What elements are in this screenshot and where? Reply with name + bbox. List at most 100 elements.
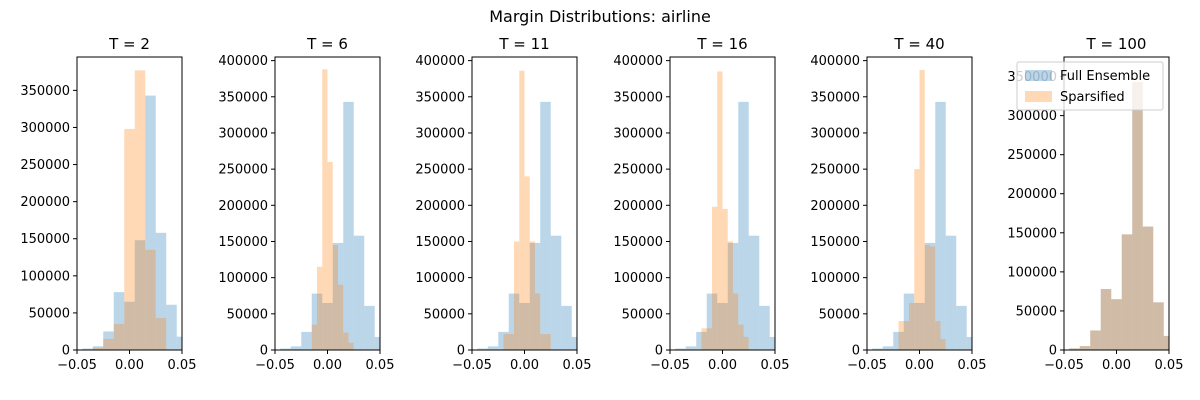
y-tick-label: 250000 (1007, 148, 1057, 163)
full-ensemble-bar (893, 331, 904, 350)
bars-group (1069, 82, 1169, 350)
x-tick-label: 0.00 (115, 358, 144, 373)
sparsified-bar (514, 241, 520, 350)
bars-group (477, 70, 577, 350)
legend-box (1016, 61, 1164, 111)
y-tick-label: 250000 (613, 163, 663, 178)
full-ensemble-bar (1132, 82, 1143, 350)
panel-title: T = 100 (1086, 35, 1147, 53)
panel-1: T = 2 0 50000 100000 150000 200000 250000 30000… (20, 35, 196, 373)
sparsified-bar (909, 302, 915, 350)
x-tick-label: −0.05 (650, 358, 690, 373)
sparsified-bar (919, 70, 925, 350)
full-ensemble-bar (759, 305, 770, 350)
y-tick-label: 350000 (613, 90, 663, 105)
sparsified-bar (743, 336, 749, 350)
full-ensemble-bar (155, 232, 167, 350)
x-tick-label: 0.00 (1102, 358, 1131, 373)
full-ensemble-bar (1163, 335, 1169, 350)
sparsified-bar (914, 169, 920, 350)
x-tick-label: 0.05 (366, 358, 395, 373)
sparsified-bar (524, 176, 530, 350)
full-ensemble-bar (1079, 346, 1091, 350)
sparsified-bar (1079, 346, 1091, 350)
sparsified-bar (940, 339, 946, 350)
y-tick-label: 350000 (415, 90, 465, 105)
full-ensemble-bar (374, 336, 380, 350)
full-ensemble-bar (675, 348, 686, 350)
y-tick-label: 0 (852, 344, 860, 359)
full-ensemble-bar (1153, 302, 1164, 350)
y-tick-label: 50000 (424, 307, 465, 322)
sparsified-bar (1142, 226, 1154, 350)
legend-swatch (1025, 91, 1052, 102)
x-tick-label: 0.00 (510, 358, 539, 373)
bars-group (872, 70, 972, 350)
full-ensemble-bar (1121, 234, 1133, 350)
y-tick-label: 150000 (810, 235, 860, 250)
full-ensemble-bar (301, 331, 312, 350)
full-ensemble-bar (103, 331, 114, 350)
legend-label: Full Ensemble (1060, 69, 1150, 84)
y-tick-label: 200000 (218, 199, 268, 214)
full-ensemble-bar (311, 293, 323, 350)
full-ensemble-bar (124, 301, 135, 350)
y-tick-label: 100000 (415, 271, 465, 286)
sparsified-bar (113, 324, 125, 350)
y-tick-label: 400000 (415, 54, 465, 69)
full-ensemble-bar (353, 235, 365, 350)
y-tick-label: 300000 (613, 126, 663, 141)
sparsified-bar (727, 241, 733, 350)
sparsified-bar (155, 318, 167, 350)
y-tick-label: 200000 (810, 199, 860, 214)
full-ensemble-bar (685, 346, 697, 350)
panel-title: T = 11 (498, 35, 549, 53)
full-ensemble-bar (280, 348, 291, 350)
full-ensemble-bar (519, 302, 530, 350)
sparsified-bar (733, 293, 739, 350)
y-tick-label: 150000 (415, 235, 465, 250)
panel-title: T = 40 (893, 35, 944, 53)
sparsified-bar (722, 208, 728, 350)
y-tick-label: 0 (457, 344, 465, 359)
y-tick-label: 250000 (415, 163, 465, 178)
sparsified-bar (1090, 330, 1101, 350)
y-tick-label: 150000 (1007, 226, 1057, 241)
y-tick-label: 50000 (622, 307, 663, 322)
full-ensemble-bar (1100, 289, 1112, 350)
full-ensemble-bar (550, 235, 562, 350)
sparsified-bar (317, 266, 323, 350)
y-tick-label: 0 (1049, 344, 1057, 359)
sparsified-bar (327, 161, 333, 350)
full-ensemble-bar (487, 346, 499, 350)
y-tick-label: 250000 (810, 163, 860, 178)
y-tick-label: 400000 (218, 54, 268, 69)
sparsified-bar (343, 332, 349, 350)
y-tick-label: 400000 (613, 54, 663, 69)
full-ensemble-bar (134, 240, 146, 350)
sparsified-bar (519, 70, 525, 350)
y-tick-label: 150000 (613, 235, 663, 250)
sparsified-bar (332, 245, 338, 350)
y-tick-label: 250000 (20, 158, 70, 173)
sparsified-bar (124, 128, 135, 350)
y-tick-label: 300000 (1007, 109, 1057, 124)
full-ensemble-bar (1142, 226, 1154, 350)
x-tick-label: 0.00 (905, 358, 934, 373)
x-tick-label: 0.00 (313, 358, 342, 373)
sparsified-bar (311, 324, 317, 350)
full-ensemble-bar (322, 302, 333, 350)
full-ensemble-bar (748, 235, 760, 350)
y-tick-label: 200000 (415, 199, 465, 214)
sparsified-bar (134, 70, 146, 350)
sparsified-bar (338, 284, 344, 350)
panel-6: T = 100 0 50000 100000 150000 200000 250000 300… (1007, 35, 1183, 373)
y-tick-label: 350000 (20, 84, 70, 99)
full-ensemble-bar (966, 336, 972, 350)
sparsified-bar (701, 328, 712, 350)
full-ensemble-bar (145, 95, 156, 350)
x-tick-label: 0.05 (1155, 358, 1184, 373)
y-tick-label: 100000 (810, 271, 860, 286)
full-ensemble-bar (332, 242, 344, 350)
